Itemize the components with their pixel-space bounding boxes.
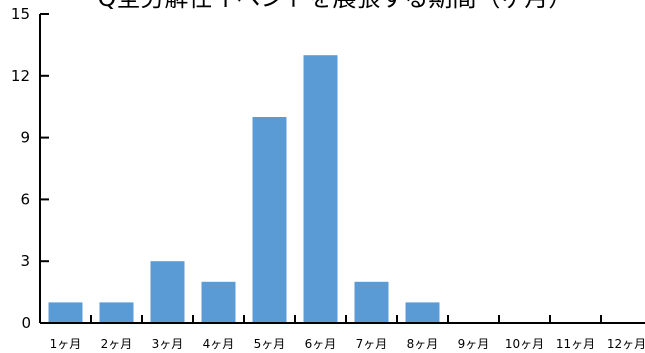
bar — [354, 281, 389, 322]
bars — [48, 55, 440, 322]
x-tick-label: 4ヶ月 — [203, 337, 235, 351]
bar — [99, 302, 134, 322]
x-tick-label: 12ヶ月 — [607, 337, 645, 351]
y-tick-label: 9 — [20, 129, 30, 147]
bar — [405, 302, 440, 322]
x-tick-label: 11ヶ月 — [556, 337, 595, 351]
x-tick-label: 10ヶ月 — [505, 337, 544, 351]
x-tick-label: 3ヶ月 — [152, 337, 184, 351]
y-tick-label: 12 — [11, 67, 30, 85]
x-tick-label: 5ヶ月 — [254, 337, 286, 351]
y-tick-label: 3 — [20, 252, 30, 270]
bar — [201, 281, 236, 322]
bar — [48, 302, 83, 322]
y-tick-label: 15 — [11, 5, 30, 23]
x-tick-label: 7ヶ月 — [356, 337, 388, 351]
y-tick-label: 0 — [21, 314, 31, 332]
x-tick-label: 8ヶ月 — [407, 337, 439, 351]
x-tick-label: 9ヶ月 — [458, 337, 490, 351]
chart-title: Q全労解任イベントを展張する期間（ヶ月） — [98, 0, 573, 12]
y-tick-label: 6 — [20, 190, 30, 208]
x-tick-label: 6ヶ月 — [305, 337, 337, 351]
bar — [150, 261, 185, 322]
bar — [303, 55, 338, 322]
y-axis: 0 3 6 9 12 15 — [11, 5, 49, 332]
x-tick-label: 2ヶ月 — [101, 337, 133, 351]
x-axis: 1ヶ月 2ヶ月 3ヶ月 4ヶ月 5ヶ月 6ヶ月 7ヶ月 8ヶ月 9ヶ月 10ヶ月 11ヶ月 12ヶ月 — [40, 315, 645, 351]
x-tick-label: 1ヶ月 — [50, 337, 82, 351]
bar — [252, 117, 287, 322]
